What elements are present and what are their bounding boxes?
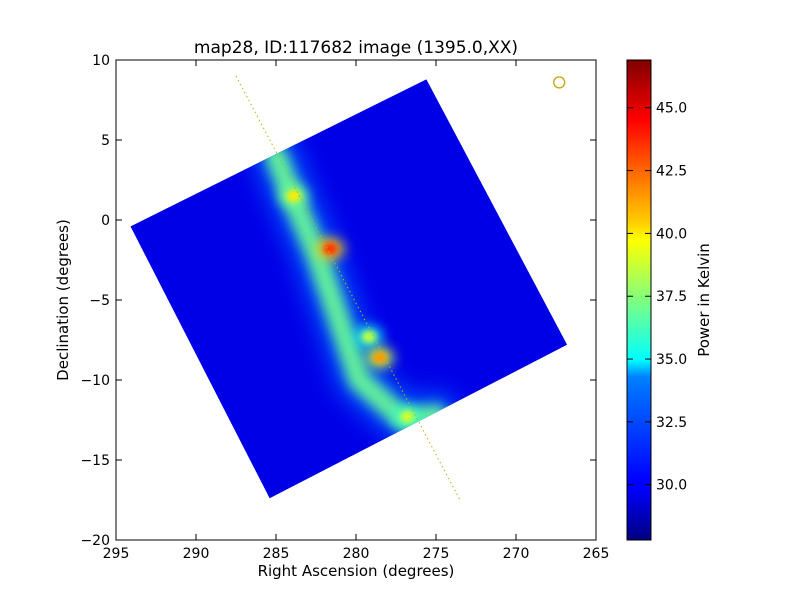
colorbar-gradient: [627, 60, 651, 540]
colorbar-tick-label: 45.0: [656, 101, 687, 117]
hot-spot-3: [361, 330, 376, 343]
x-tick-label: 270: [503, 546, 530, 562]
y-tick-label: 10: [92, 53, 110, 69]
colorbar-tick-label: 32.5: [656, 415, 687, 431]
hot-spot-2: [323, 242, 338, 255]
y-tick-label: −5: [89, 293, 110, 309]
x-tick-label: 295: [103, 546, 130, 562]
hot-spot-5: [400, 410, 415, 423]
colorbar: 30.0 32.5 35.0 37.5 40.0 42.5 45.0 Power in Ke…: [626, 59, 713, 541]
y-tick-label: −10: [80, 373, 110, 389]
reference-marker: [553, 76, 566, 89]
hot-spot-4: [373, 351, 387, 364]
colorbar-tick-label: 35.0: [656, 352, 687, 368]
colorbar-tick-label: 42.5: [656, 164, 687, 180]
x-tick-label: 275: [423, 546, 450, 562]
reference-line: [235, 75, 461, 501]
hot-spot-1: [286, 190, 301, 202]
x-axis-label: Right Ascension (degrees): [258, 562, 455, 580]
y-tick-label: −15: [80, 453, 110, 469]
x-tick-label: 290: [183, 546, 210, 562]
colorbar-label: Power in Kelvin: [695, 243, 713, 357]
colorbar-tick-label: 37.5: [656, 289, 687, 305]
y-axis-label: Declination (degrees): [54, 219, 72, 381]
hot-spots: [279, 185, 422, 428]
colorbar-tick-label: 30.0: [656, 478, 687, 494]
map-image: [130, 79, 568, 499]
chart-title: map28, ID:117682 image (1395.0,XX): [194, 38, 518, 58]
y-axis: 10 5 0 −5 −10 −15 −20: [80, 53, 596, 549]
colorbar-tick-label: 40.0: [656, 226, 687, 242]
x-tick-label: 280: [343, 546, 370, 562]
colorbar-frame: [626, 59, 652, 541]
x-axis: 295 290 285 280 275 270 265: [103, 60, 610, 562]
y-tick-label: −20: [80, 533, 110, 549]
x-tick-label: 265: [583, 546, 610, 562]
y-tick-label: 0: [101, 213, 110, 229]
y-tick-label: 5: [101, 133, 110, 149]
x-tick-label: 285: [263, 546, 290, 562]
